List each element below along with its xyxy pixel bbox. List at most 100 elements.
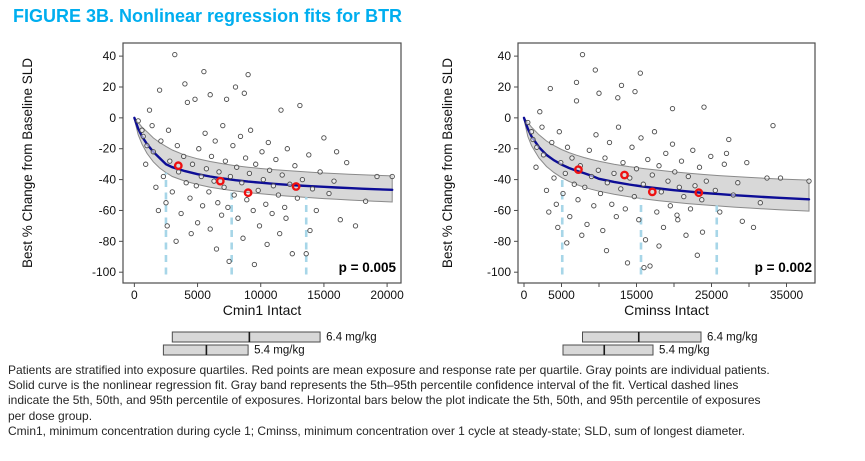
x-tick-label: 20000 (370, 288, 404, 302)
scatter-point (678, 158, 685, 164)
scatter-point (603, 247, 610, 254)
scatter-point (223, 96, 230, 102)
scatter-point (264, 241, 270, 248)
scatter-point (303, 251, 309, 257)
quartile-mean-point (574, 165, 583, 175)
scatter-point (172, 51, 178, 58)
dose-bar (562, 344, 654, 356)
scatter-point (184, 99, 191, 106)
scatter-point (575, 197, 581, 203)
y-tick-label: -40 (494, 173, 512, 187)
scatter-point (156, 87, 163, 93)
scatter-point (573, 79, 580, 86)
confidence-band (133, 116, 393, 203)
scatter-point (553, 201, 559, 207)
scatter-point (595, 167, 601, 173)
scatter-point (579, 232, 585, 238)
scatter-point (573, 98, 580, 104)
scatter-point (222, 158, 229, 164)
scatter-point (750, 224, 757, 231)
scatter-point (613, 213, 619, 220)
scatter-point (562, 170, 568, 177)
scatter-point (331, 178, 337, 184)
scatter-point (250, 207, 256, 214)
scatter-point (571, 181, 577, 187)
scatter-point (540, 152, 547, 158)
caption-line-4: per dose group. (8, 408, 93, 423)
scatter-point (246, 170, 253, 177)
scatter-point (699, 229, 706, 235)
scatter-point (192, 96, 198, 102)
scatter-point (618, 186, 624, 192)
scatter-point (539, 124, 545, 130)
scatter-point (143, 161, 149, 167)
scatter-point (647, 263, 653, 269)
scatter-point (211, 178, 217, 184)
scatter-point (730, 192, 736, 198)
scatter-point (602, 155, 608, 161)
scatter-point (283, 215, 289, 221)
y-tick-label: 20 (103, 80, 117, 94)
scatter-point (569, 155, 575, 161)
scatter-point (638, 135, 644, 141)
dose-bar-label: 6.4 mg/kg (707, 332, 758, 344)
scatter-point (537, 109, 543, 115)
scatter-point (622, 206, 628, 212)
scatter-point (282, 204, 288, 211)
scatter-point (615, 124, 622, 130)
scatter-point (620, 159, 626, 166)
dose-bar-label: 5.4 mg/kg (254, 345, 305, 357)
x-tick-label: 5000 (184, 288, 211, 302)
scatter-point (208, 153, 215, 160)
scatter-point (600, 227, 606, 234)
scatter-point (586, 147, 592, 153)
scatter-point (247, 127, 254, 133)
scatter-point (265, 139, 271, 146)
y-axis-title: Best % Change from Baseline SLD (20, 58, 35, 268)
scatter-point (220, 122, 226, 129)
scatter-point (389, 173, 395, 180)
scatter-point (672, 169, 678, 175)
scatter-point (196, 146, 202, 152)
scatter-point (309, 186, 316, 192)
scatter-point (201, 68, 207, 75)
quartile-mean-point (620, 170, 629, 180)
x-tick-label: 0 (521, 288, 528, 302)
scatter-point (231, 192, 237, 198)
figure-caption: Patients are stratified into exposure qu… (8, 363, 860, 439)
scatter-point (175, 169, 182, 175)
scatter-point (234, 164, 240, 170)
scatter-point (651, 129, 658, 135)
scatter-point (165, 127, 172, 133)
scatter-point (352, 223, 359, 229)
scatter-point (202, 130, 208, 136)
scatter-point (149, 122, 155, 129)
scatter-point (255, 187, 261, 194)
scatter-point (230, 142, 236, 149)
scatter-point (631, 193, 637, 200)
y-tick-label: -20 (99, 142, 117, 156)
scatter-point (687, 206, 694, 212)
y-tick-label: -40 (99, 173, 117, 187)
y-tick-label: -20 (494, 142, 512, 156)
scatter-point (558, 159, 564, 166)
scatter-point (645, 156, 651, 163)
scatter-point (189, 161, 196, 167)
plot-frame (517, 42, 816, 284)
scatter-point (277, 230, 283, 237)
scatter-point (169, 189, 175, 195)
quartile-mean-point (647, 187, 657, 197)
scatter-point (560, 190, 566, 197)
scatter-point (533, 164, 539, 170)
scatter-point (675, 217, 681, 223)
scatter-point (279, 172, 285, 178)
scatter-point (633, 166, 640, 172)
x-tick-label: 10000 (244, 288, 278, 302)
scatter-point (649, 172, 655, 178)
quartile-mean-point (243, 188, 253, 198)
y-tick-label: 0 (504, 111, 511, 125)
scatter-point (604, 180, 610, 186)
scatter-point (667, 203, 673, 209)
scatter-point (270, 183, 277, 189)
scatter-point (669, 105, 676, 112)
